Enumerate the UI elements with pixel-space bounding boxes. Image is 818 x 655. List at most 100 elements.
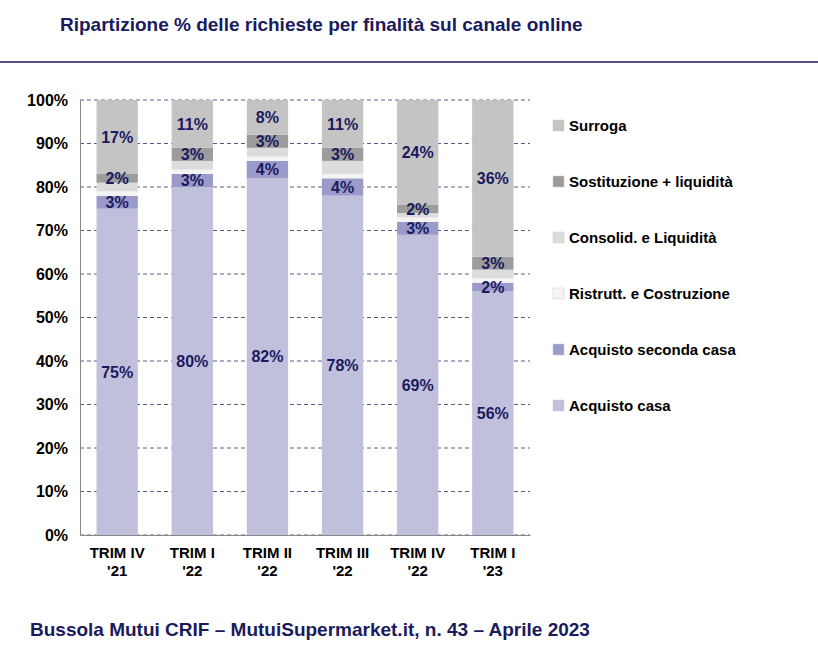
bar-segment bbox=[247, 100, 288, 135]
y-tick: 70% bbox=[36, 222, 80, 239]
y-tick-label: 100% bbox=[27, 92, 68, 109]
y-tick: 20% bbox=[36, 440, 80, 457]
data-label: 11% bbox=[327, 116, 358, 133]
data-label: 4% bbox=[256, 161, 279, 178]
data-label: 4% bbox=[331, 179, 354, 196]
bar-segment bbox=[97, 100, 138, 174]
y-tick-label: 30% bbox=[36, 396, 68, 413]
bar-segment bbox=[97, 209, 138, 535]
legend-label: Acquisto casa bbox=[569, 397, 671, 414]
title-rule bbox=[0, 61, 818, 63]
series-bars bbox=[97, 157, 514, 283]
x-tick-label: TRIM IV'22 bbox=[390, 544, 445, 579]
x-tick: TRIM III'22 bbox=[316, 535, 369, 579]
legend-swatch bbox=[553, 176, 564, 187]
data-label: 56% bbox=[477, 405, 509, 422]
grid-line bbox=[80, 100, 530, 101]
data-label: 36% bbox=[477, 170, 509, 187]
legend-swatch bbox=[553, 288, 564, 299]
x-tick: TRIM I'22 bbox=[170, 535, 215, 579]
y-tick: 10% bbox=[36, 483, 80, 500]
series-bars bbox=[97, 148, 514, 279]
bar-segment bbox=[247, 178, 288, 535]
data-label: 8% bbox=[256, 109, 279, 126]
data-label: 17% bbox=[101, 129, 133, 146]
x-tick-label: TRIM II'22 bbox=[243, 544, 292, 579]
data-label: 82% bbox=[251, 348, 283, 365]
y-tick: 100% bbox=[27, 92, 80, 109]
grid-line bbox=[80, 361, 530, 362]
x-tick-label: TRIM I'22 bbox=[170, 544, 215, 579]
y-tick-label: 60% bbox=[36, 266, 68, 283]
y-tick: 60% bbox=[36, 266, 80, 283]
legend: SurrogaSostituzione + liquiditàConsolid.… bbox=[553, 117, 736, 414]
grid-line bbox=[80, 230, 530, 231]
series-bars bbox=[97, 135, 514, 270]
bar-segment bbox=[247, 157, 288, 161]
legend-swatch bbox=[553, 232, 564, 243]
data-label: 3% bbox=[106, 194, 129, 211]
grid-line bbox=[80, 535, 530, 536]
bar-segment bbox=[247, 161, 288, 178]
x-tick: TRIM IV'21 bbox=[90, 535, 145, 579]
x-axis: TRIM IV'21 TRIM I'22 TRIM II'22 TRIM III'22… bbox=[81, 535, 531, 579]
grid-line bbox=[80, 491, 530, 492]
y-tick: 90% bbox=[36, 135, 80, 152]
x-tick: TRIM IV'22 bbox=[390, 535, 445, 579]
bar-segment bbox=[172, 187, 213, 535]
series-bars bbox=[97, 178, 514, 535]
grid-line bbox=[80, 143, 530, 144]
data-label: 24% bbox=[402, 144, 434, 161]
y-tick-label: 20% bbox=[36, 440, 68, 457]
y-tick: 0% bbox=[45, 527, 80, 544]
bar-segment bbox=[322, 178, 363, 195]
data-label: 3% bbox=[406, 220, 429, 237]
data-label: 3% bbox=[181, 146, 204, 163]
y-tick-label: 70% bbox=[36, 222, 68, 239]
y-tick: 30% bbox=[36, 396, 80, 413]
series-bars bbox=[97, 100, 514, 257]
y-tick-label: 80% bbox=[36, 179, 68, 196]
bar-segment bbox=[397, 100, 438, 204]
grid-line bbox=[80, 187, 530, 188]
x-tick: TRIM II'22 bbox=[243, 535, 292, 579]
data-label: 78% bbox=[327, 357, 359, 374]
data-label: 80% bbox=[176, 353, 208, 370]
grid-line bbox=[80, 448, 530, 449]
y-tick: 40% bbox=[36, 353, 80, 370]
y-tick-label: 40% bbox=[36, 353, 68, 370]
bar-segment bbox=[472, 291, 513, 535]
data-label: 3% bbox=[481, 255, 504, 272]
data-label: 69% bbox=[402, 377, 434, 394]
grid-line bbox=[80, 274, 530, 275]
y-axis-line bbox=[80, 101, 81, 536]
y-tick: 50% bbox=[36, 309, 80, 326]
bars bbox=[97, 100, 514, 535]
data-label: 3% bbox=[181, 172, 204, 189]
x-tick-label: TRIM IV'21 bbox=[90, 544, 145, 579]
data-label: 11% bbox=[177, 116, 208, 133]
series-bars bbox=[97, 161, 514, 292]
x-axis-line bbox=[81, 535, 531, 536]
bar-segment bbox=[472, 100, 513, 257]
chart: Ripartizione % delle richieste per final… bbox=[0, 0, 818, 655]
data-label: 75% bbox=[101, 364, 133, 381]
grid-line bbox=[80, 317, 530, 318]
legend-label: Acquisto seconda casa bbox=[569, 341, 736, 358]
data-label: 2% bbox=[481, 279, 504, 296]
data-labels: 75%80%82%78%69%56%3%3%4%4%3%2%2%3%3%3%2%… bbox=[101, 109, 509, 422]
x-tick-label: TRIM I'23 bbox=[470, 544, 515, 579]
data-label: 3% bbox=[331, 146, 354, 163]
legend-label: Surroga bbox=[569, 117, 627, 134]
x-tick: TRIM I'23 bbox=[470, 535, 515, 579]
bar-segment bbox=[397, 235, 438, 535]
y-tick-label: 10% bbox=[36, 483, 68, 500]
legend-swatch bbox=[553, 120, 564, 131]
y-tick-label: 90% bbox=[36, 135, 68, 152]
title: Ripartizione % delle richieste per final… bbox=[60, 14, 583, 35]
bar-segment bbox=[172, 100, 213, 148]
grid-line bbox=[80, 404, 530, 405]
data-label: 2% bbox=[106, 170, 129, 187]
legend-label: Consolid. e Liquidità bbox=[569, 229, 717, 246]
bar-segment bbox=[322, 100, 363, 148]
